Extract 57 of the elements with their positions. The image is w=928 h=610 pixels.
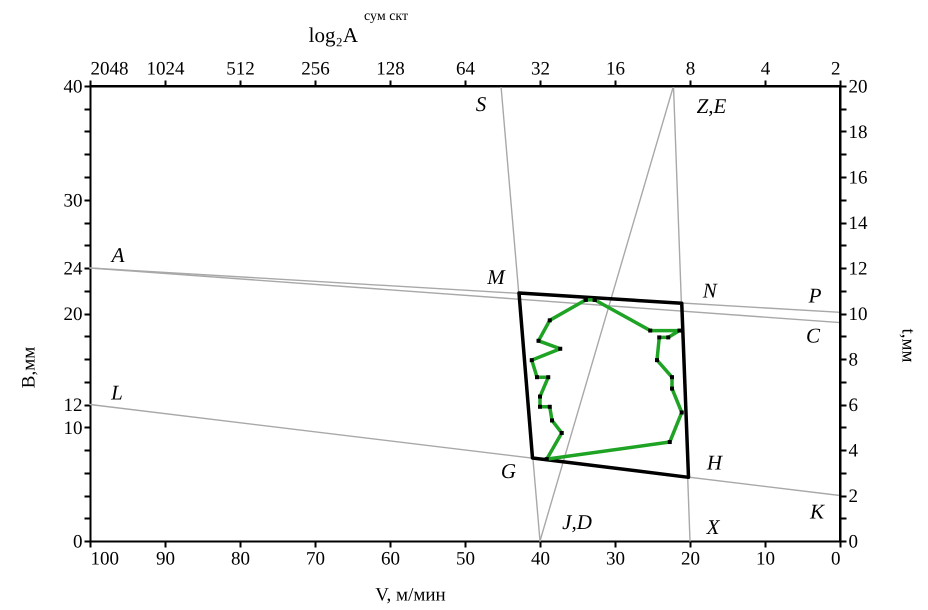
x2-tick-label: 512 [226, 58, 255, 80]
x-tick-label: 80 [231, 548, 250, 570]
y-axis-title: B,мм [18, 346, 40, 388]
x2-tick-label: 64 [456, 58, 476, 80]
y-tick-label: 12 [64, 395, 82, 416]
y2-tick-label: 4 [848, 440, 858, 462]
y-tick-label: 0 [73, 532, 82, 552]
y2-tick-label: 0 [848, 532, 858, 552]
x-axis-title: V, м/мин [375, 584, 446, 606]
annotation: X [706, 515, 721, 539]
annotation: S [476, 92, 487, 116]
x2-tick-label: 8 [686, 58, 696, 80]
x2-tick-label: 4 [760, 58, 771, 80]
annotation: L [110, 380, 123, 404]
annotation: N [702, 278, 718, 302]
y2-tick-label: 2 [848, 486, 858, 507]
y-tick-label: 40 [64, 76, 82, 98]
annotation: A [110, 243, 125, 267]
y2-tick-label: 14 [848, 213, 868, 234]
annotation: K [808, 500, 825, 524]
annotation: J,D [562, 510, 592, 534]
annotation: H [706, 450, 724, 474]
x-tick-label: 0 [831, 548, 840, 570]
annotation: M [486, 265, 506, 290]
x2-axis-title: log₂Aсум скт [308, 9, 408, 47]
annotation: Z,E [696, 94, 727, 118]
y2-tick-label: 8 [848, 350, 858, 370]
y2-tick-label: 20 [848, 76, 868, 98]
x2-tick-label: 2 [831, 58, 840, 80]
y2-tick-label: 10 [848, 304, 868, 325]
y2-axis-title: t,мм [898, 328, 918, 363]
x2-tick-label: 2048 [90, 58, 128, 80]
x2-tick-label: 32 [531, 58, 550, 80]
y-tick-label: 30 [64, 190, 82, 212]
annotation: G [500, 458, 516, 483]
y2-tick-label: 6 [848, 395, 858, 416]
x-tick-label: 70 [306, 548, 325, 570]
x-tick-label: 20 [681, 548, 700, 570]
x-tick-label: 90 [156, 548, 175, 570]
y-tick-label: 10 [64, 418, 82, 439]
x2-tick-label: 256 [301, 58, 330, 80]
x-tick-label: 40 [531, 548, 550, 570]
x-tick-label: 30 [606, 548, 625, 570]
x-tick-label: 10 [756, 548, 775, 570]
y-tick-label: 20 [64, 304, 82, 325]
y2-tick-label: 18 [848, 122, 868, 143]
annotation: C [806, 324, 821, 348]
y2-tick-label: 12 [848, 258, 868, 280]
x2-tick-label: 16 [606, 58, 625, 80]
x-tick-label: 100 [90, 548, 119, 570]
x2-tick-label: 128 [376, 58, 405, 80]
y2-tick-label: 16 [848, 168, 868, 188]
x-tick-label: 60 [381, 548, 400, 570]
x2-tick-label: 1024 [146, 58, 185, 80]
x-tick-label: 50 [456, 548, 475, 570]
annotation: P [808, 283, 822, 308]
y-tick-label: 24 [64, 258, 83, 280]
